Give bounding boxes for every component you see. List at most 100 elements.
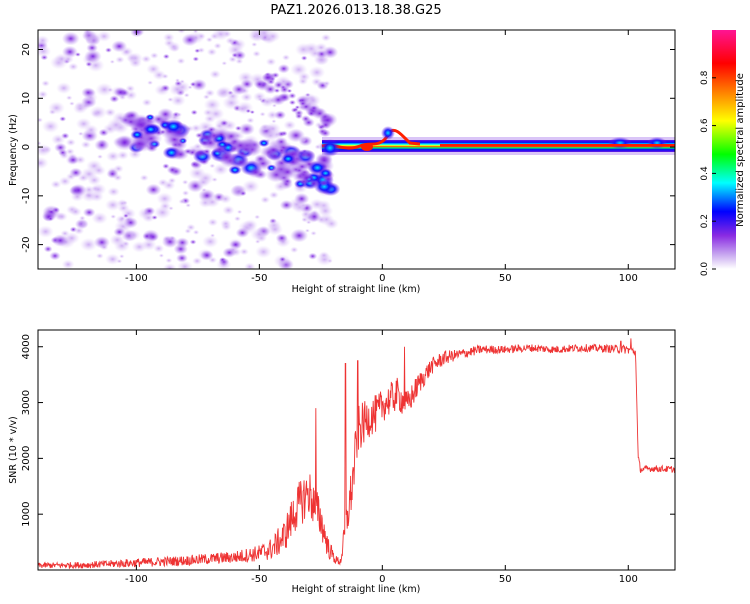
noise-blob [251,42,258,47]
noise-blob [141,55,152,63]
branch-blob [288,99,296,106]
band-blob [142,123,159,136]
noise-blob [80,140,92,149]
noise-blob [162,32,175,43]
noise-blob [61,259,75,269]
noise-blob [51,134,66,145]
noise-blob [105,47,112,53]
y-tick-label: 3000 [21,390,32,415]
y-tick-label: -10 [21,188,32,204]
noise-blob [116,259,123,264]
spectrogram-plot-area [38,30,675,269]
noise-blob [89,105,107,120]
noise-blob [67,155,79,165]
noise-blob [320,33,332,42]
noise-blob [141,98,153,107]
noise-blob [97,154,103,159]
spectrogram-y-ticks: -20 -10 0 10 20 [21,43,675,253]
noise-blob [266,223,284,236]
noise-blob [232,185,244,194]
noise-blob [104,107,116,117]
noise-blob [106,169,119,179]
noise-blob [51,206,61,214]
noise-blob [265,30,281,43]
colorbar-gradient [712,30,736,269]
noise-blob [260,196,271,204]
y-tick-label: 10 [21,92,32,105]
noise-blob [94,139,110,152]
noise-blob [143,206,156,216]
colorbar-tick-label: 0.2 [700,214,710,228]
noise-blob [95,252,104,259]
noise-blob [38,90,48,99]
noise-blob [38,225,54,238]
noise-blob [277,63,290,74]
branch-blob [286,88,293,93]
noise-blob [110,214,117,219]
noise-blob [62,54,74,64]
branch-blob [310,105,318,111]
noise-blob [65,148,75,156]
band-blob [212,143,228,155]
band-blob [280,153,296,165]
snr-plot-area [38,338,675,570]
y-tick-label: 20 [21,43,32,56]
noise-blob [176,57,186,65]
noise-blob [234,216,241,222]
noise-blob [69,101,75,106]
x-tick-label: 50 [499,273,512,284]
noise-blob [216,85,233,99]
branch-blob [263,84,277,95]
band-blob [301,149,316,160]
noise-blob [290,228,309,243]
noise-blob [225,37,236,45]
noise-blob [307,211,322,223]
x-tick-label: -50 [251,574,267,585]
noise-blob [48,109,57,115]
branch-blob [290,107,298,113]
noise-blob [184,228,192,234]
spectrogram-noise-cloud [38,30,341,269]
noise-blob [109,233,126,247]
band-blob [113,134,136,151]
noise-blob [107,186,120,197]
noise-blob [183,92,190,98]
noise-blob [167,41,181,52]
branch-blob [273,88,281,94]
noise-blob [105,150,121,162]
noise-blob [104,198,121,212]
noise-blob [115,56,125,64]
noise-blob [290,246,299,254]
noise-blob [54,142,67,153]
x-tick-label: 100 [619,273,638,284]
noise-blob [308,65,326,79]
noise-blob [47,216,54,221]
noise-blob [222,247,237,258]
noise-blob [314,42,328,53]
noise-blob [236,209,243,214]
noise-blob [60,229,70,238]
noise-blob [204,196,220,208]
snr-panel: -100 -50 0 50 100 1000 2000 3000 4000 Height of… [8,329,676,595]
y-tick-label: 2000 [21,446,32,471]
snr-x-label: Height of straight line (km) [292,584,421,595]
noise-blob [317,204,334,217]
noise-blob [75,117,92,130]
band-blob [315,154,334,167]
noise-blob [310,230,317,236]
noise-blob [38,156,49,170]
noise-blob [189,239,197,245]
noise-blob [262,129,279,142]
noise-blob [191,78,207,91]
noise-blob [175,112,183,118]
noise-blob [181,33,199,47]
noise-blob [123,213,129,218]
noise-blob [277,130,286,138]
branch-blob [319,129,331,138]
noise-blob [141,238,157,251]
noise-blob [268,191,279,199]
spectrogram-main-tone [320,126,675,157]
spectrogram-frame [37,29,676,270]
noise-blob [61,31,80,46]
